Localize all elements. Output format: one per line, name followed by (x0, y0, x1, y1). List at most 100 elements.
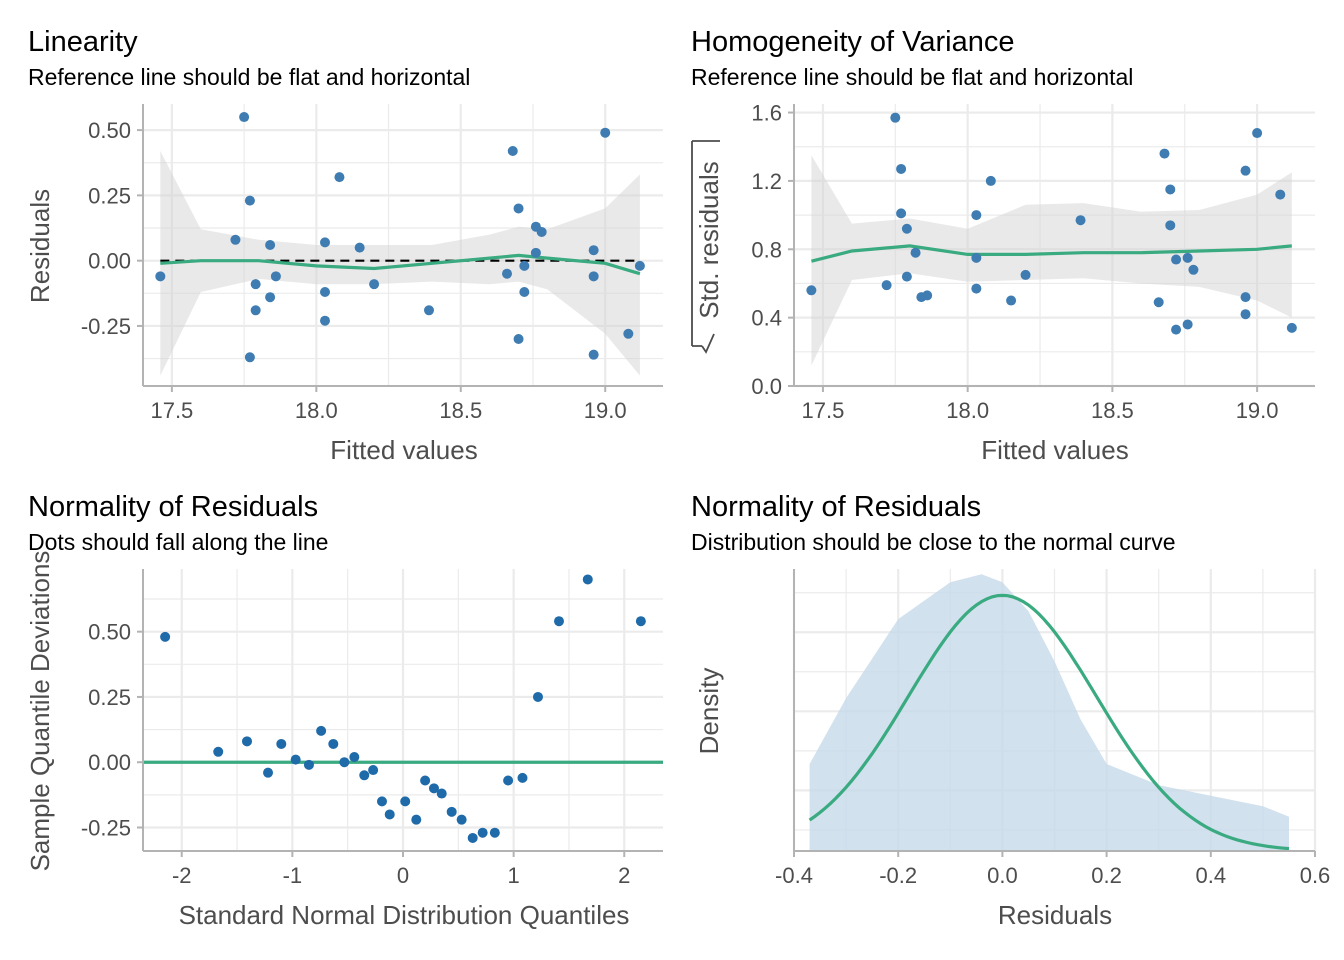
data-point (519, 287, 530, 297)
data-point (985, 175, 996, 186)
data-point (213, 746, 224, 757)
panel-subtitle: Reference line should be flat and horizo… (691, 64, 1133, 90)
data-point (290, 754, 301, 765)
y-tick-label: 0.0 (751, 374, 782, 399)
data-point (502, 268, 512, 279)
data-point (971, 252, 982, 263)
data-point (160, 631, 171, 642)
data-point (517, 772, 528, 783)
data-point (1286, 322, 1297, 333)
panel-title: Linearity (28, 26, 138, 58)
y-tick-label: 0.50 (88, 118, 131, 143)
data-point (1153, 297, 1164, 308)
data-point (477, 827, 488, 838)
data-point (1075, 215, 1086, 226)
data-point (519, 260, 530, 271)
x-tick-label: 0.6 (1300, 863, 1331, 888)
data-point (334, 172, 345, 183)
x-axis-label: Residuals (998, 900, 1112, 930)
y-tick-label: 0.25 (88, 183, 131, 208)
data-point (588, 271, 599, 282)
data-point (588, 349, 599, 360)
y-axis-label-group: Std. residuals (691, 140, 724, 354)
data-point (320, 237, 330, 248)
y-tick-label: 0.8 (751, 237, 782, 262)
data-point (901, 271, 912, 282)
y-tick-label: 0.25 (88, 685, 131, 710)
x-tick-label: 0.0 (987, 863, 1018, 888)
x-tick-label: 18.0 (946, 398, 989, 423)
x-tick-label: 19.0 (1236, 398, 1279, 423)
data-point (320, 287, 330, 297)
panel-subtitle: Distribution should be close to the norm… (691, 529, 1176, 555)
data-point (600, 127, 611, 138)
data-point (376, 796, 387, 807)
y-tick-label: -0.25 (81, 816, 131, 841)
x-tick-label: 19.0 (584, 398, 627, 423)
data-point (1165, 220, 1176, 231)
x-tick-label: -2 (172, 863, 192, 888)
smooth-line (160, 253, 641, 276)
data-point (384, 809, 395, 820)
x-axis-label: Fitted values (981, 435, 1128, 465)
data-point (503, 775, 514, 786)
panel-title: Normality of Residuals (691, 491, 981, 523)
data-point (244, 352, 255, 363)
data-point (242, 736, 252, 747)
sqrt-symbol (691, 141, 715, 354)
data-point (623, 328, 634, 339)
y-axis-label: Residuals (25, 189, 55, 303)
y-axis-label: Std. residuals (694, 161, 724, 319)
data-point (507, 146, 518, 156)
data-point (1159, 148, 1170, 159)
data-point (896, 163, 907, 174)
data-point (276, 738, 287, 749)
data-point (971, 283, 982, 294)
data-point (270, 271, 281, 282)
data-point (1240, 309, 1251, 320)
x-tick-label: -1 (283, 863, 303, 888)
confidence-band (811, 155, 1292, 366)
y-tick-label: 0.00 (88, 750, 131, 775)
x-tick-label: 17.5 (150, 398, 193, 423)
data-point (634, 260, 645, 271)
data-point (230, 234, 241, 245)
data-point (250, 305, 261, 316)
data-point (1020, 269, 1031, 280)
data-point (532, 691, 543, 702)
data-point (489, 827, 500, 838)
y-tick-label: 1.6 (751, 101, 782, 126)
x-tick-label: 18.5 (439, 398, 482, 423)
x-tick-label: 0 (397, 863, 409, 888)
normal-curve (808, 593, 1290, 851)
confidence-band (160, 151, 640, 376)
x-tick-label: 1 (508, 863, 520, 888)
data-point (339, 757, 350, 768)
plot-area: 17.5 18.0 18.5 19.0 -0.25 0.00 0.25 0.50 (81, 104, 663, 423)
data-point (1171, 324, 1182, 335)
data-point (303, 759, 314, 770)
plot-area: -0.4 -0.2 0.0 0.2 0.4 0.6 (775, 569, 1330, 888)
y-axis-label: Density (694, 668, 724, 755)
data-point (328, 738, 339, 749)
data-point (513, 334, 524, 344)
data-point (1006, 295, 1017, 306)
data-point (244, 195, 255, 206)
x-tick-label: 18.5 (1091, 398, 1134, 423)
data-point (554, 616, 564, 627)
data-point (359, 770, 370, 781)
panel-title: Homogeneity of Variance (691, 26, 1014, 58)
data-point (806, 285, 817, 296)
data-point (1252, 128, 1263, 139)
data-point (536, 226, 547, 237)
data-point (354, 242, 365, 253)
y-tick-label: -0.25 (81, 314, 131, 339)
data-point (1275, 189, 1286, 200)
data-point (881, 280, 892, 291)
y-tick-label: 0.00 (88, 249, 131, 274)
density-area (809, 574, 1289, 851)
data-point (446, 806, 457, 817)
data-point (265, 292, 276, 303)
panel-subtitle: Dots should fall along the line (28, 529, 328, 555)
